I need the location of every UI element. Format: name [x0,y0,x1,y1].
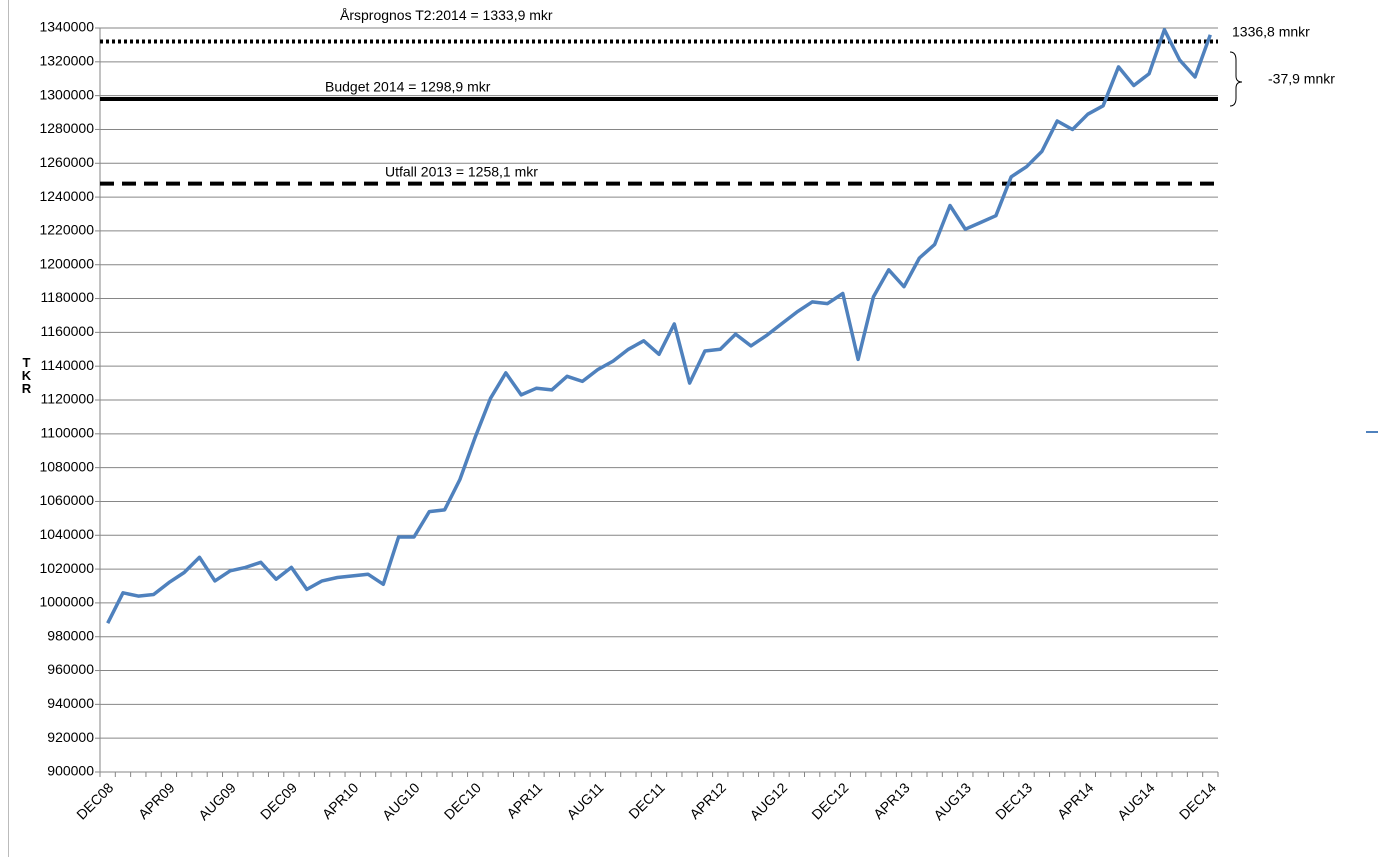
x-tick-label: AUG09 [195,779,239,823]
annotation: -37,9 mnkr [1268,71,1335,87]
x-tick-label: AUG12 [746,779,790,823]
y-tick-label: 1240000 [39,188,94,204]
y-tick-label: 1340000 [39,19,94,35]
x-tick-label: AUG13 [930,779,974,823]
reference-label: Utfall 2013 = 1258,1 mkr [385,163,538,179]
y-tick-label: 1020000 [39,560,94,576]
x-tick-label: DEC11 [625,779,668,822]
y-tick-label: 900000 [47,763,94,779]
reference-label: Budget 2014 = 1298,9 mkr [325,79,491,95]
x-tick-label: AUG10 [379,779,423,823]
y-tick-label: 1100000 [41,425,95,441]
y-axis-label: TKR [19,355,34,394]
x-tick-label: APR11 [503,779,545,821]
y-tick-label: 980000 [47,627,94,643]
x-tick-label: DEC09 [257,779,300,822]
y-tick-label: 1200000 [39,255,94,271]
y-tick-label: 1060000 [39,492,94,508]
x-tick-label: DEC10 [441,779,484,822]
x-tick-label: APR13 [870,779,913,822]
x-tick-label: DEC12 [808,779,851,822]
y-tick-label: 1080000 [39,458,94,474]
x-tick-label: AUG11 [563,779,606,822]
y-tick-label: 1320000 [39,53,94,69]
reference-label: Årsprognos T2:2014 = 1333,9 mkr [340,7,553,23]
y-tick-label: 1160000 [41,323,95,339]
y-tick-label: 1140000 [41,357,95,373]
y-tick-label: 960000 [47,661,94,677]
y-tick-label: 1180000 [41,289,95,305]
x-tick-label: APR10 [319,779,362,822]
y-tick-label: 1260000 [39,154,94,170]
x-tick-label: APR09 [135,779,178,822]
x-tick-label: APR12 [686,779,729,822]
y-tick-label: 1280000 [39,120,94,136]
x-tick-label: DEC13 [992,779,1035,822]
y-tick-label: 920000 [47,729,94,745]
x-tick-label: DEC08 [73,779,116,822]
x-tick-label: APR14 [1054,779,1097,822]
y-tick-label: 1040000 [39,526,94,542]
x-tick-label: AUG14 [1114,779,1158,823]
y-tick-label: 940000 [47,695,94,711]
brace [1229,51,1243,107]
y-tick-label: 1300000 [39,86,94,102]
y-tick-label: 1120000 [41,391,95,407]
y-tick-label: 1220000 [39,222,94,238]
y-tick-label: 1000000 [39,594,94,610]
annotation: 1336,8 mnkr [1232,24,1310,40]
series-line [106,27,1212,624]
x-tick-label: DEC14 [1176,779,1219,822]
